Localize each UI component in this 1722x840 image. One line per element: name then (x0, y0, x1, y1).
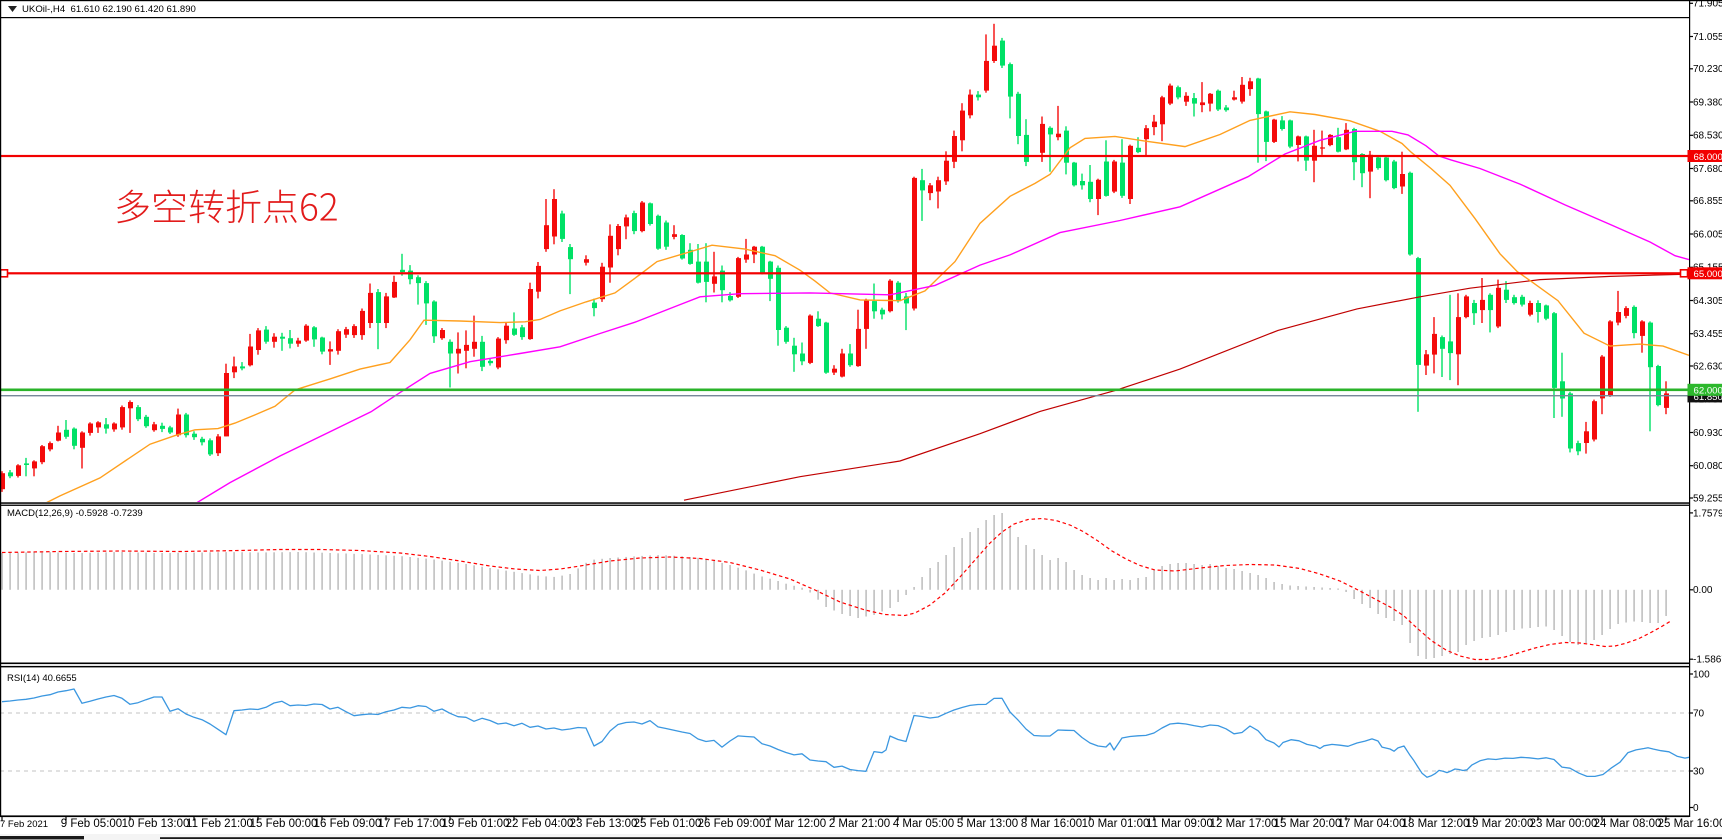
svg-text:11 Mar 09:00: 11 Mar 09:00 (1146, 818, 1213, 830)
svg-text:8 Mar 16:00: 8 Mar 16:00 (1021, 818, 1082, 830)
svg-text:19 Feb 01:00: 19 Feb 01:00 (442, 818, 510, 830)
svg-text:70.230: 70.230 (1693, 64, 1722, 75)
svg-text:100: 100 (1693, 669, 1710, 680)
svg-text:0.00: 0.00 (1693, 585, 1713, 596)
svg-text:17 Feb 17:00: 17 Feb 17:00 (378, 818, 446, 830)
svg-text:30: 30 (1693, 766, 1705, 777)
svg-text:17 Mar 04:00: 17 Mar 04:00 (1338, 818, 1406, 830)
svg-text:RSI(14) 40.6655: RSI(14) 40.6655 (7, 673, 77, 684)
svg-text:65.000: 65.000 (1694, 269, 1722, 280)
svg-text:22 Feb 04:00: 22 Feb 04:00 (506, 818, 574, 830)
svg-text:0: 0 (1693, 803, 1699, 814)
svg-text:59.255: 59.255 (1693, 493, 1722, 504)
svg-text:15 Mar 20:00: 15 Mar 20:00 (1274, 818, 1342, 830)
svg-text:10 Feb 13:00: 10 Feb 13:00 (122, 818, 190, 830)
svg-text:24 Mar 08:00: 24 Mar 08:00 (1594, 818, 1662, 830)
svg-text:71.055: 71.055 (1693, 32, 1722, 43)
svg-text:71.905: 71.905 (1693, 0, 1722, 10)
svg-text:66.855: 66.855 (1693, 196, 1722, 207)
svg-text:12 Mar 17:00: 12 Mar 17:00 (1210, 818, 1278, 830)
svg-text:15 Feb 00:00: 15 Feb 00:00 (250, 818, 318, 830)
svg-text:23 Feb 13:00: 23 Feb 13:00 (570, 818, 638, 830)
svg-text:69.380: 69.380 (1693, 97, 1722, 108)
svg-text:2 Mar 21:00: 2 Mar 21:00 (829, 818, 890, 830)
svg-text:1.7579: 1.7579 (1693, 508, 1722, 519)
svg-text:23 Mar 00:00: 23 Mar 00:00 (1530, 818, 1598, 830)
svg-text:18 Mar 12:00: 18 Mar 12:00 (1402, 818, 1470, 830)
svg-text:62.630: 62.630 (1693, 361, 1722, 372)
svg-text:25 Mar 16:00: 25 Mar 16:00 (1658, 818, 1722, 830)
svg-text:60.930: 60.930 (1693, 428, 1722, 439)
svg-text:10 Mar 01:00: 10 Mar 01:00 (1082, 818, 1150, 830)
svg-text:67.680: 67.680 (1693, 164, 1722, 175)
svg-text:9 Feb 05:00: 9 Feb 05:00 (61, 818, 122, 830)
svg-text:UKOil-,H4 61.610 62.190 61.42: UKOil-,H4 61.610 62.190 61.420 61.890 (22, 4, 196, 15)
svg-text:7 Feb 2021: 7 Feb 2021 (0, 819, 48, 830)
svg-text:-1.5867: -1.5867 (1693, 655, 1722, 666)
svg-text:70: 70 (1693, 708, 1705, 719)
svg-text:16 Feb 09:00: 16 Feb 09:00 (314, 818, 382, 830)
svg-text:1 Mar 12:00: 1 Mar 12:00 (765, 818, 826, 830)
svg-text:4 Mar 05:00: 4 Mar 05:00 (893, 818, 954, 830)
svg-text:19 Mar 20:00: 19 Mar 20:00 (1466, 818, 1534, 830)
svg-text:26 Feb 09:00: 26 Feb 09:00 (698, 818, 766, 830)
svg-text:5 Mar 13:00: 5 Mar 13:00 (957, 818, 1018, 830)
svg-text:68.530: 68.530 (1693, 131, 1722, 142)
svg-text:68.000: 68.000 (1694, 152, 1722, 163)
svg-text:60.080: 60.080 (1693, 461, 1722, 472)
svg-text:66.005: 66.005 (1693, 229, 1722, 240)
svg-text:25 Feb 01:00: 25 Feb 01:00 (634, 818, 702, 830)
svg-text:11 Feb 21:00: 11 Feb 21:00 (186, 818, 253, 830)
svg-text:64.305: 64.305 (1693, 296, 1722, 307)
svg-text:63.455: 63.455 (1693, 329, 1722, 340)
svg-text:62.000: 62.000 (1694, 386, 1722, 397)
svg-text:61.850: 61.850 (1694, 392, 1722, 403)
svg-text:MACD(12,26,9) -0.5928 -0.7239: MACD(12,26,9) -0.5928 -0.7239 (7, 508, 143, 519)
